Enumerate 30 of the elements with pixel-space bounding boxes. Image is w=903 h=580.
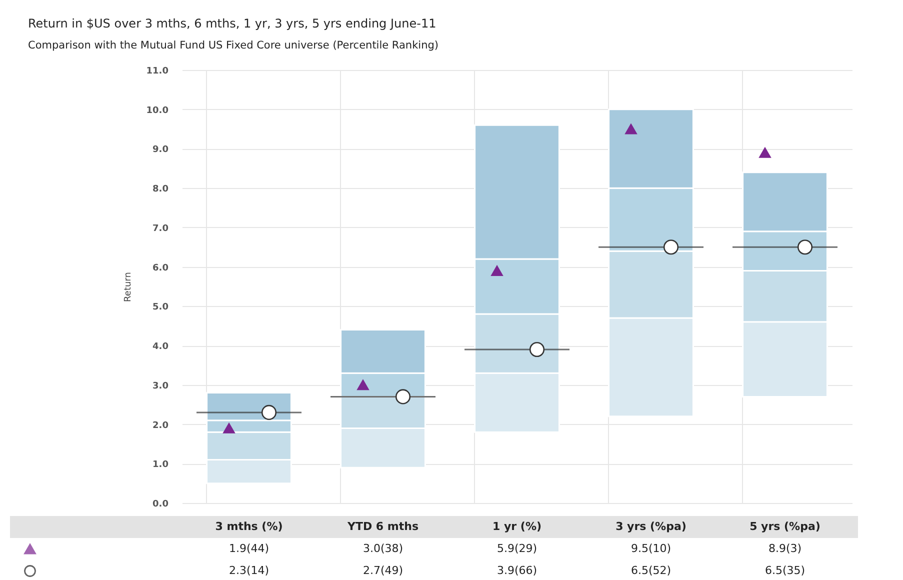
y-tick-label: 0.0 xyxy=(152,500,168,510)
chart-title: Return in $US over 3 mths, 6 mths, 1 yr, 3 yrs, 5 yrs ending June-11 xyxy=(28,16,436,30)
x-tick-label: 3 mths (%) xyxy=(215,520,283,533)
data-label: 2.3(14) xyxy=(228,564,270,577)
data-label: 1.9(44) xyxy=(228,542,270,555)
x-tick-label: YTD 6 mths xyxy=(346,520,419,533)
y-axis-title: Return xyxy=(123,272,134,302)
data-label: 2.7(49) xyxy=(362,564,404,577)
chart-subtitle: Comparison with the Mutual Fund US Fixed Core universe (Percentile Ranking) xyxy=(28,40,439,52)
y-tick-label: 4.0 xyxy=(152,342,168,352)
y-tick-label: 8.0 xyxy=(152,184,168,195)
data-label: 3.0(38) xyxy=(362,542,404,555)
data-label: 3.9(66) xyxy=(496,564,538,577)
y-tick-label: 5.0 xyxy=(152,302,168,313)
x-tick-label: 5 yrs (%pa) xyxy=(750,520,820,533)
data-label: 6.5(52) xyxy=(630,564,672,577)
y-tick-label: 7.0 xyxy=(152,224,168,234)
data-label: 6.5(35) xyxy=(764,564,806,577)
y-tick-label: 11.0 xyxy=(146,66,168,76)
y-tick-label: 6.0 xyxy=(152,263,168,274)
y-tick-label: 2.0 xyxy=(152,420,168,431)
data-label: 9.5(10) xyxy=(630,542,672,555)
data-label: 8.9(3) xyxy=(768,542,802,555)
y-tick-label: 10.0 xyxy=(146,106,168,116)
x-tick-label: 3 yrs (%pa) xyxy=(616,520,686,533)
data-label: 5.9(29) xyxy=(496,542,538,555)
y-tick-label: 3.0 xyxy=(152,381,168,392)
y-tick-label: 9.0 xyxy=(152,145,168,156)
x-tick-label: 1 yr (%) xyxy=(492,520,542,533)
y-tick-label: 1.0 xyxy=(152,460,168,470)
